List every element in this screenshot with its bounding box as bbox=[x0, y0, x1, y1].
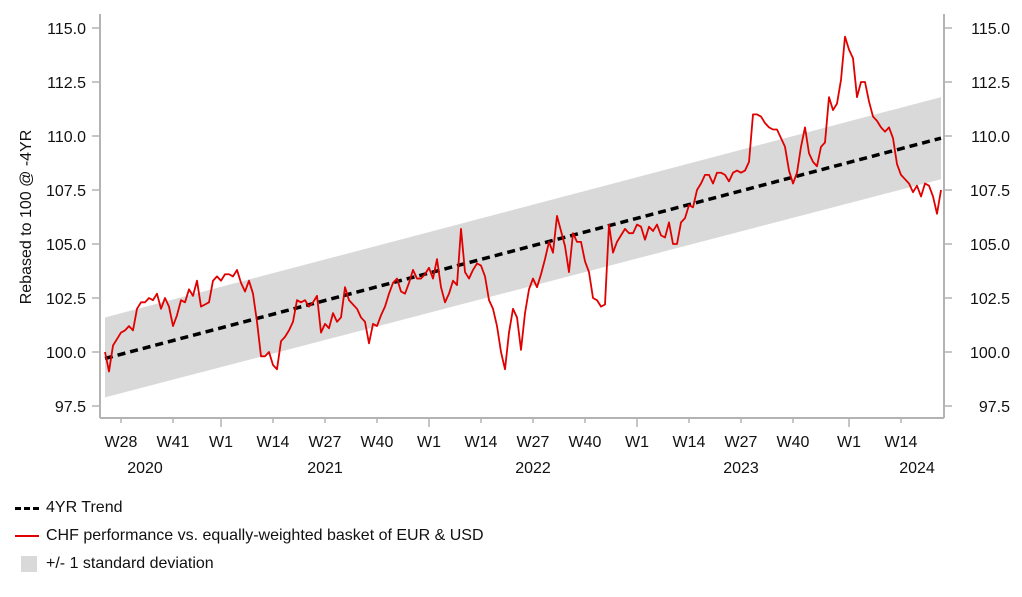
y-tick-label-left: 112.5 bbox=[47, 75, 86, 92]
y-tick-label-left: 97.5 bbox=[55, 399, 86, 416]
x-tick-label: W27 bbox=[725, 434, 758, 451]
y-tick-label-right: 112.5 bbox=[971, 75, 1010, 92]
legend-swatch-box bbox=[14, 556, 40, 572]
x-tick-label: W1 bbox=[625, 434, 649, 451]
y-tick-label-left: 107.5 bbox=[46, 183, 86, 200]
y-tick-label-right: 102.5 bbox=[970, 291, 1010, 308]
legend: 4YR Trend CHF performance vs. equally-we… bbox=[14, 494, 484, 578]
y-axis-title: Rebased to 100 @ -4YR bbox=[18, 130, 35, 305]
y-tick-label-right: 110.0 bbox=[971, 129, 1010, 146]
y-tick-label-right: 107.5 bbox=[970, 183, 1010, 200]
legend-label: +/- 1 standard deviation bbox=[46, 555, 214, 572]
legend-item-chf: CHF performance vs. equally-weighted bas… bbox=[14, 522, 484, 550]
y-tick-label-left: 100.0 bbox=[46, 345, 86, 362]
legend-swatch-dashed bbox=[14, 500, 40, 516]
x-tick-label: W40 bbox=[569, 434, 602, 451]
x-tick-label: W14 bbox=[465, 434, 498, 451]
y-tick-label-right: 97.5 bbox=[979, 399, 1010, 416]
y-tick-label-left: 115.0 bbox=[47, 21, 86, 38]
x-axis: W28 W41 W1 W14 W27 W40 W1 W14 W27 W40 W1 W14 W27 W40 W… bbox=[105, 418, 935, 477]
x-tick-label: W14 bbox=[673, 434, 706, 451]
y-tick-label-right: 115.0 bbox=[971, 21, 1010, 38]
legend-item-stddev: +/- 1 standard deviation bbox=[14, 550, 484, 578]
trend-line bbox=[104, 136, 942, 361]
legend-label: CHF performance vs. equally-weighted bas… bbox=[46, 527, 484, 544]
chf-series-line bbox=[104, 35, 942, 373]
x-tick-label: W1 bbox=[417, 434, 441, 451]
y-tick-label-right: 100.0 bbox=[970, 345, 1010, 362]
x-tick-label: W41 bbox=[157, 434, 190, 451]
x-tick-label: W27 bbox=[517, 434, 550, 451]
y-tick-label-left: 110.0 bbox=[47, 129, 86, 146]
chf-series-layer bbox=[104, 35, 942, 373]
x-year-label: 2024 bbox=[899, 460, 935, 477]
legend-item-trend: 4YR Trend bbox=[14, 494, 484, 522]
x-tick-label: W1 bbox=[837, 434, 861, 451]
x-tick-label: W28 bbox=[105, 434, 138, 451]
y-tick-label-right: 105.0 bbox=[970, 237, 1010, 254]
y-tick-label-left: 102.5 bbox=[46, 291, 86, 308]
y-axis-left: 97.5 100.0 102.5 105.0 107.5 110.0 112.5 115.0 bbox=[46, 21, 100, 416]
x-tick-label: W14 bbox=[885, 434, 918, 451]
trend-line-layer bbox=[104, 136, 942, 361]
y-axis-right: 97.5 100.0 102.5 105.0 107.5 110.0 112.5 115.0 bbox=[944, 21, 1010, 416]
x-tick-label: W1 bbox=[209, 434, 233, 451]
y-tick-label-left: 105.0 bbox=[46, 237, 86, 254]
x-tick-label: W27 bbox=[309, 434, 342, 451]
x-year-label: 2020 bbox=[127, 460, 163, 477]
x-tick-label: W14 bbox=[257, 434, 290, 451]
x-tick-label: W40 bbox=[361, 434, 394, 451]
x-year-label: 2022 bbox=[515, 460, 551, 477]
x-year-label: 2021 bbox=[307, 460, 343, 477]
legend-label: 4YR Trend bbox=[46, 499, 123, 516]
x-tick-label: W40 bbox=[777, 434, 810, 451]
legend-swatch-line bbox=[14, 528, 40, 544]
x-year-label: 2023 bbox=[723, 460, 759, 477]
